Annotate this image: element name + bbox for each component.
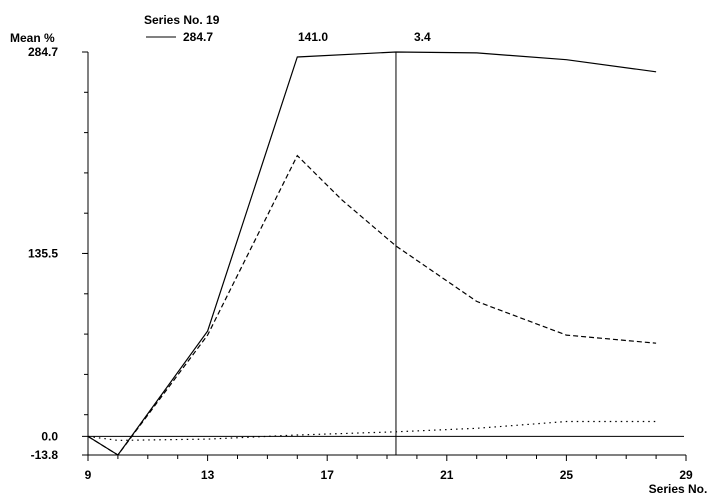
y-tick-label: 0.0 <box>41 429 58 443</box>
series-line-dashed <box>87 154 657 456</box>
y-axis-label: Mean % <box>10 31 55 45</box>
y-tick-label: -13.8 <box>31 448 59 462</box>
y-tick-label: 284.7 <box>28 45 58 59</box>
x-tick-label: 9 <box>85 468 92 482</box>
cursor-readout-3: 3.4 <box>414 30 431 44</box>
x-tick-label: 25 <box>560 468 574 482</box>
x-axis-label: Series No. <box>649 482 708 496</box>
series-line-dotted <box>87 420 657 442</box>
series-line-solid <box>87 51 657 456</box>
x-tick-label: 13 <box>201 468 215 482</box>
axes: 284.7 135.5 0.0 -13.8 9 13 17 21 25 29 <box>28 45 693 482</box>
y-tick-label: 135.5 <box>28 246 58 260</box>
cursor-readout-2: 141.0 <box>298 30 328 44</box>
cursor-label: Series No. 19 <box>144 13 220 27</box>
x-tick-label: 21 <box>440 468 454 482</box>
x-tick-label: 29 <box>679 468 693 482</box>
series-lines <box>87 51 657 456</box>
x-tick-label: 17 <box>321 468 335 482</box>
cursor-readout-1: 284.7 <box>183 30 213 44</box>
